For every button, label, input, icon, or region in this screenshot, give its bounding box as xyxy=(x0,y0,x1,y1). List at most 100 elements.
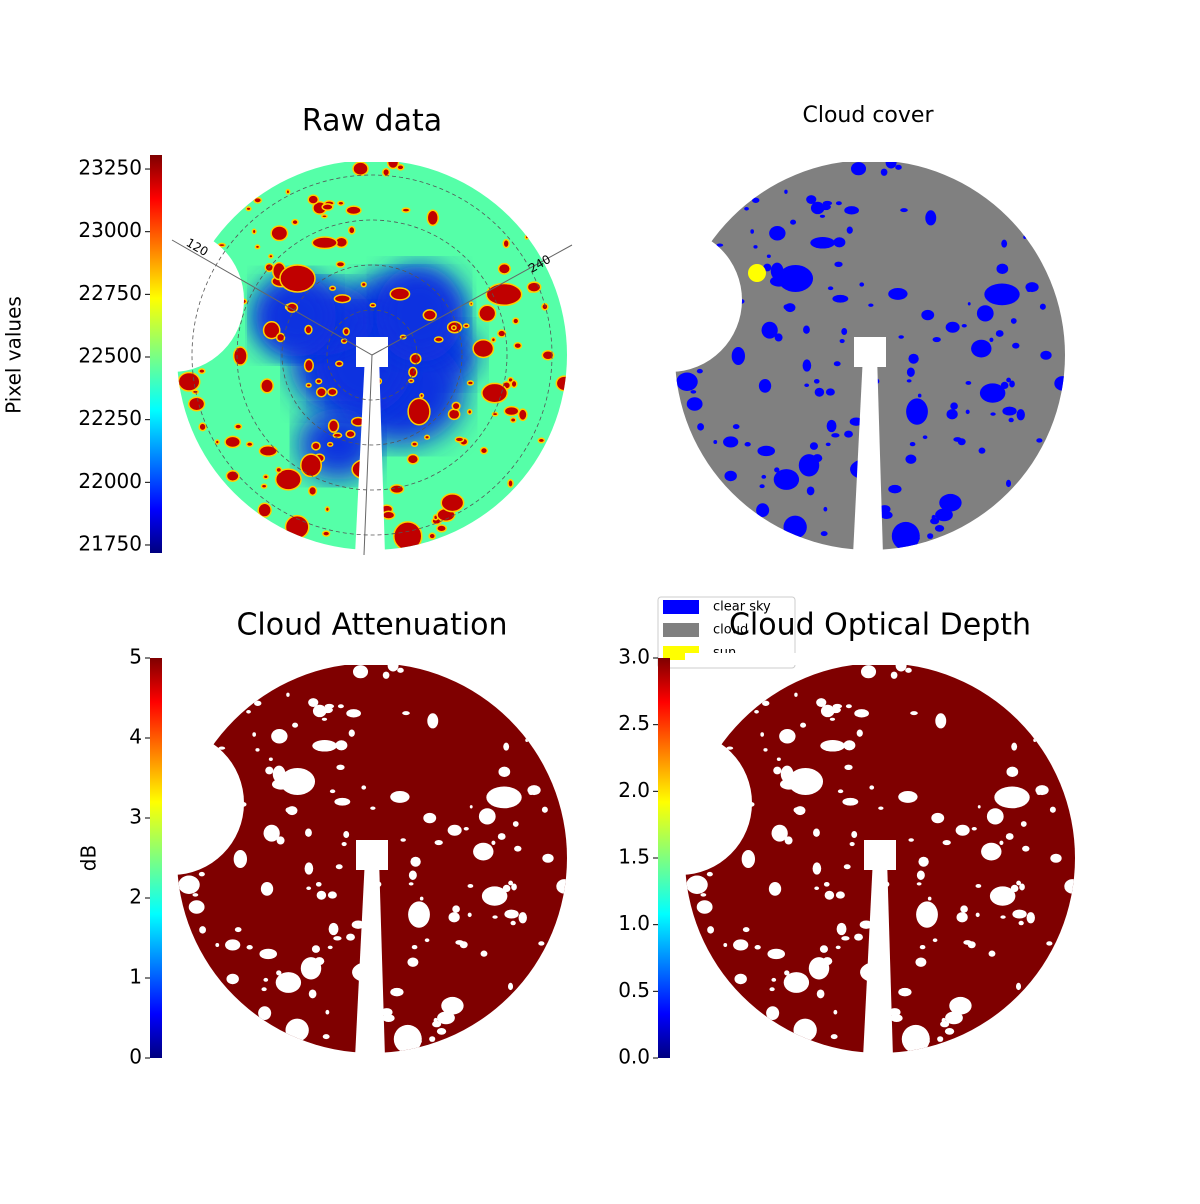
blob xyxy=(767,948,786,960)
blob xyxy=(433,1017,438,1023)
blob xyxy=(305,382,312,388)
colorbar-tick-label: 1.5 xyxy=(618,845,650,869)
blob xyxy=(469,301,474,307)
blob xyxy=(836,922,847,936)
blob xyxy=(784,970,790,976)
colorbar-tick-label: 3 xyxy=(129,805,142,829)
blob xyxy=(274,468,302,491)
colorbar-tick-label: 22750 xyxy=(78,281,142,305)
blob xyxy=(917,393,922,398)
blob xyxy=(336,764,345,771)
blob xyxy=(910,711,918,716)
blob xyxy=(891,521,920,550)
blob xyxy=(940,1020,950,1028)
blob xyxy=(941,1017,946,1023)
blob xyxy=(819,214,826,218)
blob xyxy=(312,704,327,718)
blob xyxy=(844,764,853,771)
blob xyxy=(890,671,898,679)
blob xyxy=(411,441,419,448)
sky-image xyxy=(177,160,567,550)
colorbar-tick-label: 22250 xyxy=(78,406,142,430)
blob xyxy=(315,378,323,385)
blob xyxy=(794,692,798,697)
blob xyxy=(386,160,400,170)
blob xyxy=(225,470,240,482)
blob xyxy=(187,396,206,412)
blob xyxy=(234,927,242,933)
blob xyxy=(300,957,322,980)
blob xyxy=(880,511,893,519)
blob xyxy=(971,339,992,358)
blob xyxy=(507,479,514,488)
blob xyxy=(1054,376,1065,391)
blob xyxy=(191,389,200,395)
blob xyxy=(307,194,320,205)
blob xyxy=(408,366,418,378)
blob xyxy=(322,1034,330,1040)
blob xyxy=(676,372,698,392)
blob xyxy=(851,830,858,838)
blob xyxy=(260,483,268,489)
mast xyxy=(355,355,385,555)
blob xyxy=(436,524,447,533)
mask-bite xyxy=(608,731,752,875)
blob xyxy=(437,1011,455,1025)
blob xyxy=(1046,941,1053,946)
blob xyxy=(343,830,350,838)
blob xyxy=(830,1034,838,1040)
blob xyxy=(723,943,728,948)
blob xyxy=(472,338,495,359)
blob xyxy=(510,379,518,389)
blob xyxy=(988,950,996,957)
blob xyxy=(754,945,761,950)
polar-spoke xyxy=(363,354,373,556)
blob xyxy=(485,282,523,307)
subplot-title: Cloud Optical Depth xyxy=(729,608,1031,643)
blob xyxy=(1064,879,1075,894)
blob xyxy=(393,1024,422,1053)
subplot-title: Cloud cover xyxy=(803,103,935,128)
colorbar-tick-label: 0.0 xyxy=(618,1045,650,1069)
blob xyxy=(410,856,421,867)
blob xyxy=(407,397,431,426)
blob xyxy=(308,485,318,497)
subplot-title: Cloud Attenuation xyxy=(236,608,507,643)
blob xyxy=(1036,438,1043,443)
blob xyxy=(823,881,830,887)
blob xyxy=(820,704,835,718)
blob xyxy=(517,408,528,422)
blob xyxy=(859,920,873,929)
blob xyxy=(490,336,497,343)
blob xyxy=(215,943,220,948)
blob xyxy=(741,849,756,869)
blob xyxy=(844,206,859,215)
blob xyxy=(1040,350,1052,360)
blob xyxy=(503,742,510,751)
blob xyxy=(262,321,281,340)
blob xyxy=(333,936,342,941)
blob xyxy=(700,893,707,897)
blob xyxy=(345,205,362,216)
blob xyxy=(950,402,958,410)
blob xyxy=(935,713,947,729)
blob xyxy=(816,989,825,999)
blob xyxy=(407,378,415,384)
blob xyxy=(306,886,312,891)
blob xyxy=(1000,915,1006,919)
blob xyxy=(400,838,406,842)
blob xyxy=(192,893,199,897)
blob xyxy=(452,905,460,913)
blob xyxy=(989,886,1016,906)
legend-label: clear sky xyxy=(713,600,771,615)
blob xyxy=(869,785,875,790)
blob xyxy=(491,840,496,845)
blob xyxy=(759,484,765,489)
blob xyxy=(257,502,272,518)
blob xyxy=(868,303,874,307)
blob xyxy=(451,401,461,411)
blob xyxy=(744,442,751,447)
blob xyxy=(771,824,788,842)
blob xyxy=(304,862,314,875)
blob xyxy=(321,213,328,219)
